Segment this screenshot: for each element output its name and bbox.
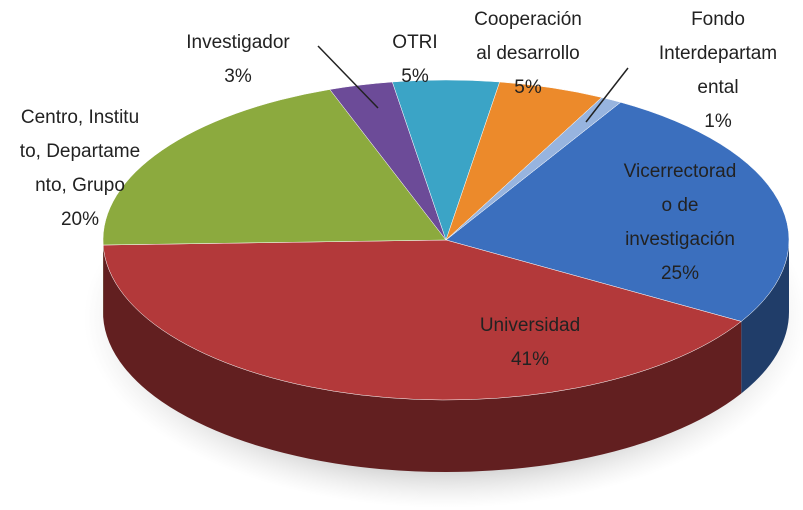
slice-label: Interdepartam bbox=[659, 43, 777, 64]
pie-slice bbox=[102, 239, 742, 401]
value-label: 5% bbox=[401, 66, 429, 87]
slice-label: OTRI bbox=[392, 32, 437, 53]
pie-side bbox=[103, 245, 742, 472]
value-label: 25% bbox=[661, 263, 699, 284]
slice-label: Investigador bbox=[186, 32, 290, 53]
slice-label: Fondo bbox=[691, 9, 745, 30]
slice-label: Centro, Institu bbox=[21, 107, 139, 128]
leader-line bbox=[585, 67, 629, 123]
slice-label: investigación bbox=[625, 229, 735, 250]
value-label: 1% bbox=[704, 111, 732, 132]
slice-label: Vicerrectorad bbox=[624, 161, 737, 182]
value-label: 5% bbox=[514, 77, 542, 98]
leader-line bbox=[317, 45, 379, 109]
slice-label: o de bbox=[662, 195, 699, 216]
slice-label: Universidad bbox=[480, 315, 580, 336]
slice-label: al desarrollo bbox=[476, 43, 580, 64]
pie-slice bbox=[445, 102, 790, 322]
pie-slice bbox=[445, 97, 622, 241]
value-label: 3% bbox=[224, 66, 252, 87]
pie-side bbox=[741, 240, 789, 394]
slice-label: nto, Grupo bbox=[35, 175, 125, 196]
slice-label: to, Departame bbox=[20, 141, 140, 162]
value-label: 20% bbox=[61, 209, 99, 230]
pie-slice bbox=[102, 89, 447, 246]
slice-label: Cooperación bbox=[474, 9, 582, 30]
slice-label: ental bbox=[697, 77, 738, 98]
value-label: 41% bbox=[511, 349, 549, 370]
